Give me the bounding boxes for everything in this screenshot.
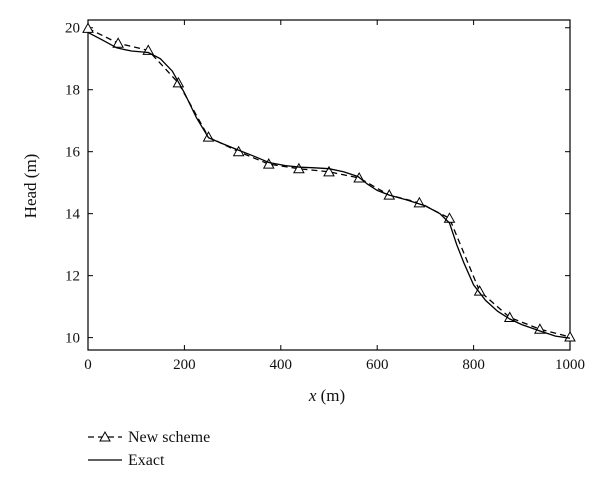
x-tick-label: 200	[173, 357, 196, 373]
y-tick-label: 10	[65, 331, 80, 347]
series-line-new-scheme	[87, 27, 571, 338]
y-tick-label: 16	[65, 145, 81, 161]
y-axis-title: Head (m)	[21, 154, 40, 219]
data-point-new-scheme	[323, 165, 335, 177]
x-tick-label: 800	[462, 357, 485, 373]
data-point-new-scheme	[473, 285, 486, 296]
legend-label-new-scheme: New scheme	[128, 429, 210, 446]
y-tick-label: 18	[65, 83, 80, 99]
plot-frame	[87, 19, 571, 351]
x-tick-label: 400	[270, 357, 293, 373]
data-point-new-scheme	[112, 37, 124, 48]
legend-entry-exact: Exact	[88, 452, 165, 469]
y-axis-title-group: Head (m)	[21, 154, 40, 219]
legend-triangle-marker	[99, 430, 111, 442]
x-axis-title: x (m)	[308, 386, 345, 405]
plot-area: 0 200 400 600 800 1000 10 12 14 16 18 20	[65, 19, 585, 373]
x-tick-label: 600	[366, 357, 389, 373]
legend-entry-new-scheme: New scheme	[88, 429, 210, 446]
data-point-new-scheme	[534, 323, 546, 334]
legend-label-exact: Exact	[128, 452, 165, 469]
x-tick-label: 1000	[555, 357, 585, 373]
x-axis-title-variable: x	[308, 386, 317, 405]
x-axis-title-unit: (m)	[316, 386, 345, 405]
y-tick-label: 14	[65, 207, 81, 223]
series-line-exact	[87, 31, 571, 339]
x-tick-label: 0	[84, 357, 92, 373]
data-point-new-scheme	[443, 212, 456, 223]
y-tick-label: 20	[65, 21, 80, 37]
data-point-new-scheme	[564, 330, 576, 342]
data-point-new-scheme	[293, 162, 305, 174]
y-tick-label: 12	[65, 269, 80, 285]
legend: New scheme Exact	[88, 429, 210, 469]
data-point-new-scheme	[82, 22, 94, 33]
